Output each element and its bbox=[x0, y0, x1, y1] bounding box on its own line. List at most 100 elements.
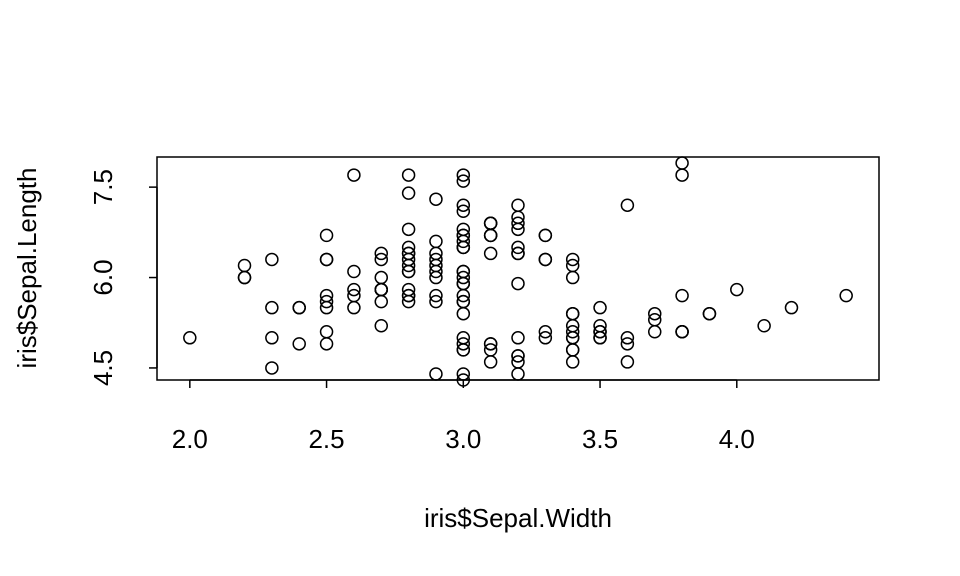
data-point bbox=[374, 270, 389, 285]
y-tick-label: 6.0 bbox=[88, 259, 118, 295]
data-point bbox=[456, 270, 471, 285]
data-point bbox=[565, 325, 580, 339]
x-tick-label: 3.0 bbox=[445, 424, 481, 454]
data-point bbox=[538, 228, 553, 243]
y-axis-label: iris$Sepal.Length bbox=[12, 168, 42, 369]
data-point bbox=[456, 204, 471, 218]
data-point bbox=[401, 168, 416, 182]
data-point bbox=[347, 300, 361, 315]
data-point bbox=[456, 294, 471, 309]
data-point bbox=[183, 331, 197, 345]
data-point bbox=[456, 306, 471, 321]
data-point bbox=[319, 294, 334, 309]
data-point bbox=[483, 343, 498, 357]
data-point bbox=[647, 325, 662, 339]
data-point bbox=[565, 270, 580, 285]
data-point bbox=[401, 252, 416, 267]
data-point bbox=[374, 294, 389, 309]
data-point bbox=[429, 288, 443, 303]
data-point bbox=[538, 325, 553, 339]
data-point bbox=[374, 319, 389, 333]
x-tick-label: 4.0 bbox=[719, 424, 755, 454]
data-point bbox=[675, 168, 689, 182]
data-point bbox=[265, 361, 279, 375]
data-point bbox=[565, 306, 580, 321]
data-point bbox=[620, 198, 635, 212]
data-point bbox=[429, 234, 443, 249]
data-point bbox=[319, 252, 334, 267]
data-point bbox=[429, 294, 443, 309]
data-point bbox=[593, 331, 607, 345]
data-point bbox=[347, 264, 361, 279]
data-point bbox=[675, 325, 689, 339]
data-point bbox=[511, 355, 525, 369]
y-tick-label: 4.5 bbox=[88, 350, 118, 386]
data-point bbox=[456, 367, 471, 381]
data-point bbox=[265, 252, 279, 267]
x-tick-label: 2.0 bbox=[172, 424, 208, 454]
data-point bbox=[456, 174, 471, 188]
data-point bbox=[401, 288, 416, 303]
y-axis: 4.5 6.0 7.5 bbox=[88, 169, 158, 386]
data-point bbox=[839, 288, 853, 303]
data-point bbox=[429, 367, 443, 381]
data-point bbox=[620, 337, 635, 351]
data-point bbox=[593, 300, 607, 315]
data-point bbox=[456, 373, 471, 387]
data-point bbox=[593, 325, 607, 339]
data-point bbox=[730, 282, 744, 297]
data-point bbox=[374, 246, 389, 261]
data-point bbox=[511, 198, 525, 212]
data-point bbox=[483, 228, 498, 243]
data-point bbox=[511, 349, 525, 363]
data-point bbox=[757, 319, 771, 333]
data-point bbox=[538, 252, 553, 267]
data-point bbox=[265, 331, 279, 345]
data-point bbox=[511, 216, 525, 231]
x-axis-label: iris$Sepal.Width bbox=[424, 503, 612, 533]
data-point bbox=[620, 355, 635, 369]
data-point bbox=[675, 288, 689, 303]
data-point bbox=[647, 306, 662, 321]
data-point bbox=[647, 312, 662, 327]
data-point bbox=[292, 300, 306, 315]
data-point bbox=[319, 337, 334, 351]
data-point bbox=[319, 325, 334, 339]
data-point bbox=[347, 168, 361, 182]
data-point bbox=[401, 222, 416, 237]
data-point bbox=[429, 258, 443, 273]
data-point bbox=[483, 216, 498, 231]
data-point bbox=[483, 246, 498, 261]
data-point bbox=[319, 228, 334, 243]
data-point bbox=[483, 337, 498, 351]
x-axis: 2.0 2.5 3.0 3.5 4.0 bbox=[172, 379, 755, 454]
data-point bbox=[620, 331, 635, 345]
data-point bbox=[456, 222, 471, 237]
data-point bbox=[511, 222, 525, 237]
data-point bbox=[237, 270, 252, 285]
data-point bbox=[675, 156, 689, 170]
data-point bbox=[401, 186, 416, 200]
data-point bbox=[374, 282, 389, 297]
data-point bbox=[784, 300, 799, 315]
data-point bbox=[511, 246, 525, 261]
data-point bbox=[565, 355, 580, 369]
data-point bbox=[347, 282, 361, 297]
data-point bbox=[511, 276, 525, 291]
data-point bbox=[429, 192, 443, 206]
data-point bbox=[565, 258, 580, 273]
data-point bbox=[456, 168, 471, 182]
data-point bbox=[401, 246, 416, 261]
data-point bbox=[456, 240, 471, 255]
x-tick-label: 2.5 bbox=[308, 424, 344, 454]
data-point bbox=[429, 252, 443, 267]
data-point bbox=[456, 276, 471, 291]
data-point bbox=[511, 367, 525, 381]
data-point bbox=[511, 331, 525, 345]
data-point bbox=[319, 288, 334, 303]
data-point bbox=[401, 294, 416, 309]
data-point bbox=[237, 258, 252, 273]
data-point bbox=[483, 355, 498, 369]
data-points bbox=[183, 156, 853, 387]
